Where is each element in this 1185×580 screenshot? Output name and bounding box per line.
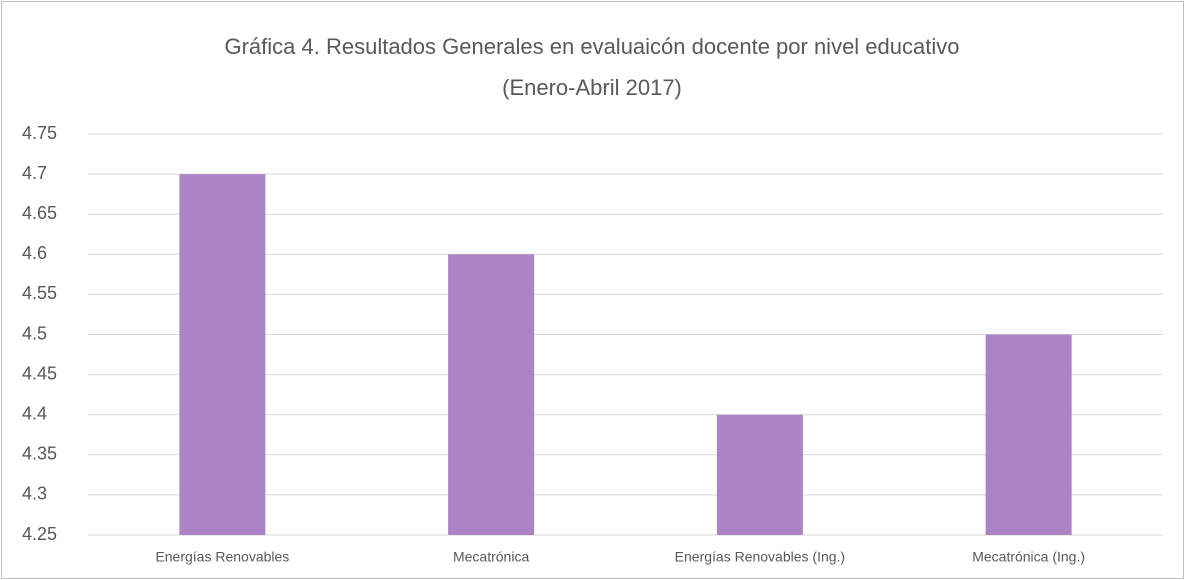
y-tick-label: 4.4 xyxy=(22,403,47,423)
x-tick-label: Energías Renovables (Ing.) xyxy=(675,549,845,565)
y-tick-label: 4.45 xyxy=(22,363,57,383)
bar xyxy=(179,174,266,535)
y-tick-label: 4.75 xyxy=(22,123,57,143)
bar xyxy=(448,254,535,536)
y-tick-label: 4.55 xyxy=(22,283,57,303)
chart-title: Gráfica 4. Resultados Generales en evalu… xyxy=(224,34,959,59)
x-tick-label: Mecatrónica (Ing.) xyxy=(972,549,1085,565)
y-tick-label: 4.6 xyxy=(22,243,47,263)
bar xyxy=(716,414,803,535)
bar xyxy=(985,334,1072,535)
y-tick-label: 4.25 xyxy=(22,524,57,544)
x-tick-label: Energías Renovables xyxy=(155,549,289,565)
y-tick-label: 4.7 xyxy=(22,163,47,183)
y-tick-label: 4.5 xyxy=(22,323,47,343)
y-tick-label: 4.35 xyxy=(22,444,57,464)
y-tick-label: 4.65 xyxy=(22,203,57,223)
y-tick-label: 4.3 xyxy=(22,484,47,504)
chart-subtitle: (Enero-Abril 2017) xyxy=(502,75,682,100)
x-tick-label: Mecatrónica xyxy=(453,549,529,565)
